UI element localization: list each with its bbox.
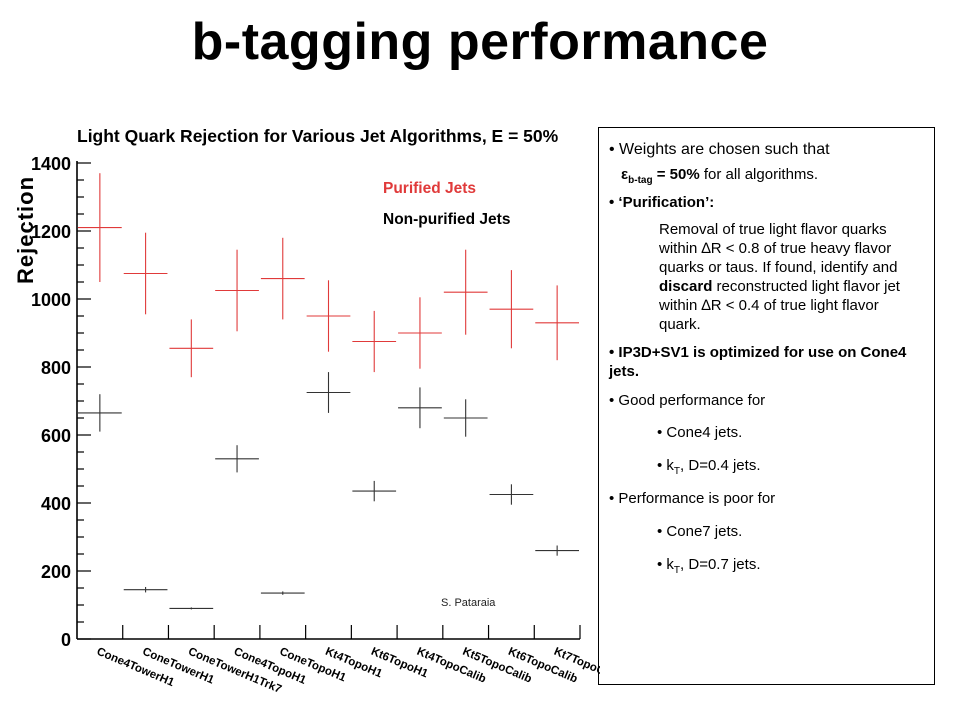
discard-word: discard: [659, 278, 713, 295]
y-tick-label: 0: [61, 630, 71, 650]
bullet-weights-line2: for all algorithms.: [699, 166, 819, 183]
good-cone4: Cone4 jets.: [666, 424, 743, 441]
y-tick-label: 1400: [31, 154, 71, 174]
slide-title: b-tagging performance: [191, 13, 769, 71]
purification-description: Removal of true light flavor quarks with…: [659, 221, 900, 333]
epsilon-subscript: b-tag: [628, 175, 653, 186]
poor-kt-sub: T: [673, 565, 681, 576]
chart-title: Light Quark Rejection for Various Jet Al…: [77, 126, 559, 146]
rejection-chart: Light Quark Rejection for Various Jet Al…: [13, 126, 600, 696]
epsilon-symbol: ε: [621, 166, 629, 183]
bullet-weights-line1: Weights are chosen such that: [619, 141, 830, 158]
chart-marks: [78, 173, 579, 610]
bullet-purification-title: ‘Purification’:: [618, 194, 715, 211]
bullet-poor-performance: Performance is poor for: [618, 490, 776, 507]
y-tick-label: 600: [41, 426, 71, 446]
poor-kt-rest: , D=0.7 jets.: [680, 556, 761, 573]
good-kt-k: k: [666, 457, 674, 474]
y-tick-label: 200: [41, 562, 71, 582]
author-credit: S. Pataraia: [441, 597, 496, 609]
y-tick-label: 1200: [31, 222, 71, 242]
series-purified: [78, 173, 579, 378]
good-kt-rest: , D=0.4 jets.: [680, 457, 761, 474]
bullet-dot: •: [657, 424, 667, 441]
x-tick-label: Cone4TowerH1: [95, 646, 177, 690]
y-tick-label: 400: [41, 494, 71, 514]
poor-kt-k: k: [666, 556, 674, 573]
series-non-purified: [78, 372, 579, 610]
bullet-good-performance: Good performance for: [618, 392, 766, 409]
efficiency-value: = 50%: [652, 166, 700, 183]
chart-axes: 0 200 400 600 800 1000 1200 1400: [31, 154, 581, 650]
y-tick-label: 800: [41, 358, 71, 378]
bullet-dot: •: [657, 523, 667, 540]
y-tick-label: 1000: [31, 290, 71, 310]
legend-non-purified: Non-purified Jets: [383, 211, 510, 228]
bullet-dot: •: [609, 490, 619, 507]
good-kt-sub: T: [673, 466, 681, 477]
bullet-dot: •: [609, 344, 619, 361]
bullet-dot: •: [657, 556, 667, 573]
bullet-dot: •: [609, 392, 619, 409]
poor-cone7: Cone7 jets.: [666, 523, 743, 540]
y-axis-label: Rejection: [13, 176, 38, 284]
bullet-dot: •: [609, 141, 620, 158]
legend-purified: Purified Jets: [383, 180, 476, 197]
bullet-dot: •: [609, 194, 619, 211]
info-box: • Weights are chosen such that εb-tag = …: [598, 127, 935, 685]
x-tick-labels: Cone4TowerH1ConeTowerH1ConeTowerH1Trk7Co…: [95, 646, 600, 696]
chart-legend: Purified Jets Non-purified Jets: [383, 180, 510, 228]
bullet-dot: •: [657, 457, 667, 474]
bullet-ip3d: IP3D+SV1 is optimized for use on Cone4 j…: [609, 344, 907, 380]
